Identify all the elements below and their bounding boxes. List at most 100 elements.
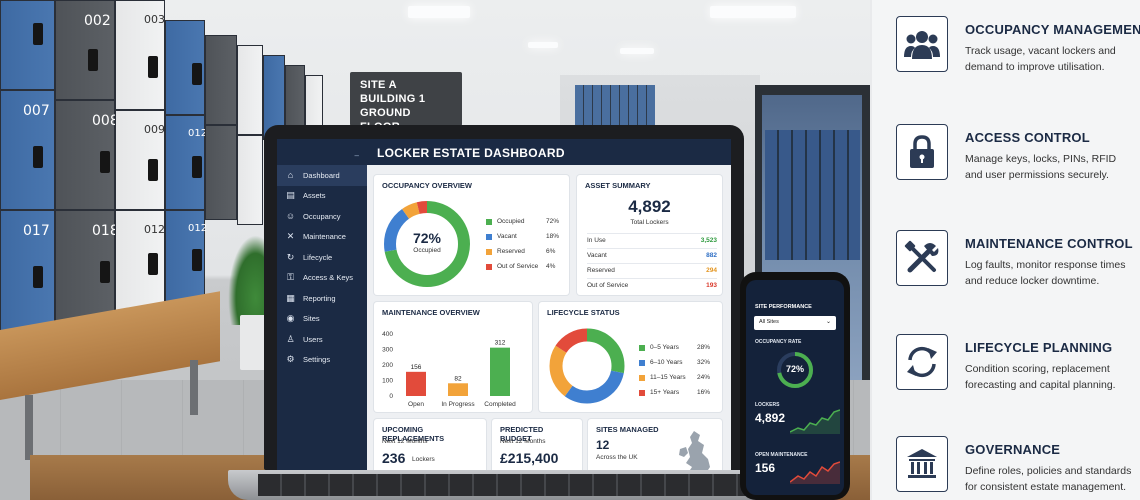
sidebar-item-assets[interactable]: ▤ Assets (277, 186, 367, 207)
y-tick-label: 200 (382, 362, 393, 369)
sidebar-item-access-keys[interactable]: ⚿ Access & Keys (277, 268, 367, 289)
feature-text: Define roles, policies and standards for… (965, 465, 1132, 493)
donut-slice (384, 201, 470, 287)
door-lockers-reflection (765, 130, 860, 260)
card-title: SITES MANAGED (596, 425, 659, 434)
total-lockers-value: 4,892 (628, 197, 671, 216)
locker-number: 008 (92, 113, 119, 129)
sidebar-item-users[interactable]: ♙ Users (277, 329, 367, 350)
sidebar-item-occupancy[interactable]: ☺ Occupancy (277, 206, 367, 227)
collapse-icon[interactable]: – (354, 151, 359, 160)
locker-keypad (88, 49, 98, 71)
lock-icon (896, 124, 948, 180)
sidebar-item-label: Access & Keys (303, 273, 354, 283)
asset-row-label: In Use (587, 237, 606, 244)
locker-keypad (148, 56, 158, 78)
open-maintenance-label: OPEN MAINTENANCE (755, 452, 808, 458)
donut-slice (549, 328, 625, 404)
phone-screen: SITE PERFORMANCE All Sites ⌄ OCCUPANCY R… (746, 280, 844, 495)
replacements-value: 236 (382, 450, 406, 466)
sidebar-item-maintenance[interactable]: ✕ Maintenance (277, 227, 367, 248)
bar-category-label: In Progress (441, 401, 475, 408)
bench-leg (190, 360, 198, 415)
occupancy-rate-value: 72% (785, 364, 804, 374)
sidebar-item-label: Dashboard (303, 170, 340, 180)
asset-summary-row: Reserved 294 (587, 263, 717, 277)
locker-keypad (192, 156, 202, 178)
sidebar-item-sites[interactable]: ◉ Sites (277, 309, 367, 330)
legend-item: 15+ Years 16% (639, 389, 710, 396)
legend-value: 72% (546, 218, 560, 225)
legend-label: 6–10 Years (650, 359, 683, 366)
asset-summary-row: Out of Service 193 (587, 278, 717, 292)
bar (406, 371, 426, 396)
ceiling-light (620, 48, 654, 54)
locker: 009 (115, 110, 165, 210)
sidebar-item-reporting[interactable]: ▦ Reporting (277, 288, 367, 309)
sites-sub: Across the UK (596, 454, 638, 461)
sign-line: BUILDING 1 (360, 93, 426, 105)
legend-item: 6–10 Years 32% (639, 359, 710, 366)
wrench-icon: ✕ (286, 231, 295, 242)
bar (490, 347, 510, 396)
legend-value: 28% (697, 344, 711, 351)
sidebar-item-settings[interactable]: ⚙ Settings (277, 350, 367, 371)
asset-row-value: 3,523 (700, 237, 717, 244)
assets-icon: ▤ (286, 190, 295, 201)
dashboard-main: LOCKER ESTATE DASHBOARD OCCUPANCY OVERVI… (367, 139, 731, 470)
y-tick-label: 0 (389, 393, 393, 400)
bench-leg (25, 395, 33, 460)
y-tick-label: 400 (382, 331, 393, 338)
locker-keypad (192, 63, 202, 85)
legend-swatch (639, 359, 645, 366)
replacements-period: Next 12 Months (382, 438, 428, 445)
locker-number: 009 (144, 123, 165, 136)
legend-label: Out of Service (497, 263, 539, 270)
location-icon: ◉ (286, 313, 295, 324)
locker: 012 (165, 115, 207, 210)
feature-title: OCCUPANCY MANAGEMENT (965, 22, 1140, 37)
bar (448, 383, 468, 396)
legend-label: 11–15 Years (650, 374, 686, 381)
lifecycle-donut-chart (549, 328, 625, 404)
sidebar-item-label: Assets (303, 191, 326, 201)
report-icon: ▦ (286, 292, 295, 303)
locker: 002 (55, 0, 115, 100)
locker-number: 003 (144, 13, 165, 26)
sidebar-item-dashboard[interactable]: ⌂ Dashboard (277, 165, 367, 186)
card-title: PREDICTED BUDGET (500, 425, 544, 443)
feature-text: Track usage, vacant lockers and demand t… (965, 45, 1116, 73)
locker-wall: 002 003 007 008 009 012 017 018 012 012 (0, 0, 330, 400)
lockers-label: LOCKERS (755, 402, 780, 408)
gear-icon: ⚙ (286, 354, 295, 365)
legend-value: 32% (697, 359, 711, 366)
legend-swatch (639, 344, 645, 351)
locker-keypad (192, 249, 202, 271)
sites-value: 12 (596, 438, 610, 452)
user-icon: ♙ (286, 333, 295, 344)
bar-category-label: Open (408, 401, 424, 408)
legend-item: 0–5 Years 28% (639, 344, 710, 351)
sidebar-nav: ⌂ Dashboard ▤ Assets ☺ Occupancy ✕ Maintenance ↻… (277, 165, 367, 370)
asset-summary-row: In Use 3,523 (587, 233, 717, 247)
site-select[interactable]: All Sites ⌄ (754, 316, 836, 330)
smartphone: SITE PERFORMANCE All Sites ⌄ OCCUPANCY R… (740, 272, 850, 500)
occupancy-rate-ring (777, 352, 813, 388)
legend-item: Out of Service 4% (486, 263, 555, 270)
sidebar-item-lifecycle[interactable]: ↻ Lifecycle (277, 247, 367, 268)
asset-row-value: 294 (706, 267, 717, 274)
bar-category-label: Completed (484, 401, 516, 408)
donut-slice (549, 328, 625, 404)
sign-line: SITE A (360, 79, 397, 91)
maintenance-bar-chart: 400 300 200 100 0 156 Open 82 In Progress 312 Comp… (382, 331, 516, 408)
bar-value-label: 312 (495, 340, 506, 347)
locker (237, 45, 263, 135)
legend-value: 24% (697, 374, 711, 381)
ceiling-light (528, 42, 558, 48)
ceiling-light (710, 6, 796, 18)
legend-swatch (639, 374, 645, 381)
card-title: OCCUPANCY OVERVIEW (382, 181, 473, 190)
replacements-card: UPCOMING REPLACEMENTS Next 12 Months 236… (374, 419, 486, 470)
occupancy-center-value: 72% (412, 230, 442, 246)
legend-label: Occupied (497, 218, 525, 225)
